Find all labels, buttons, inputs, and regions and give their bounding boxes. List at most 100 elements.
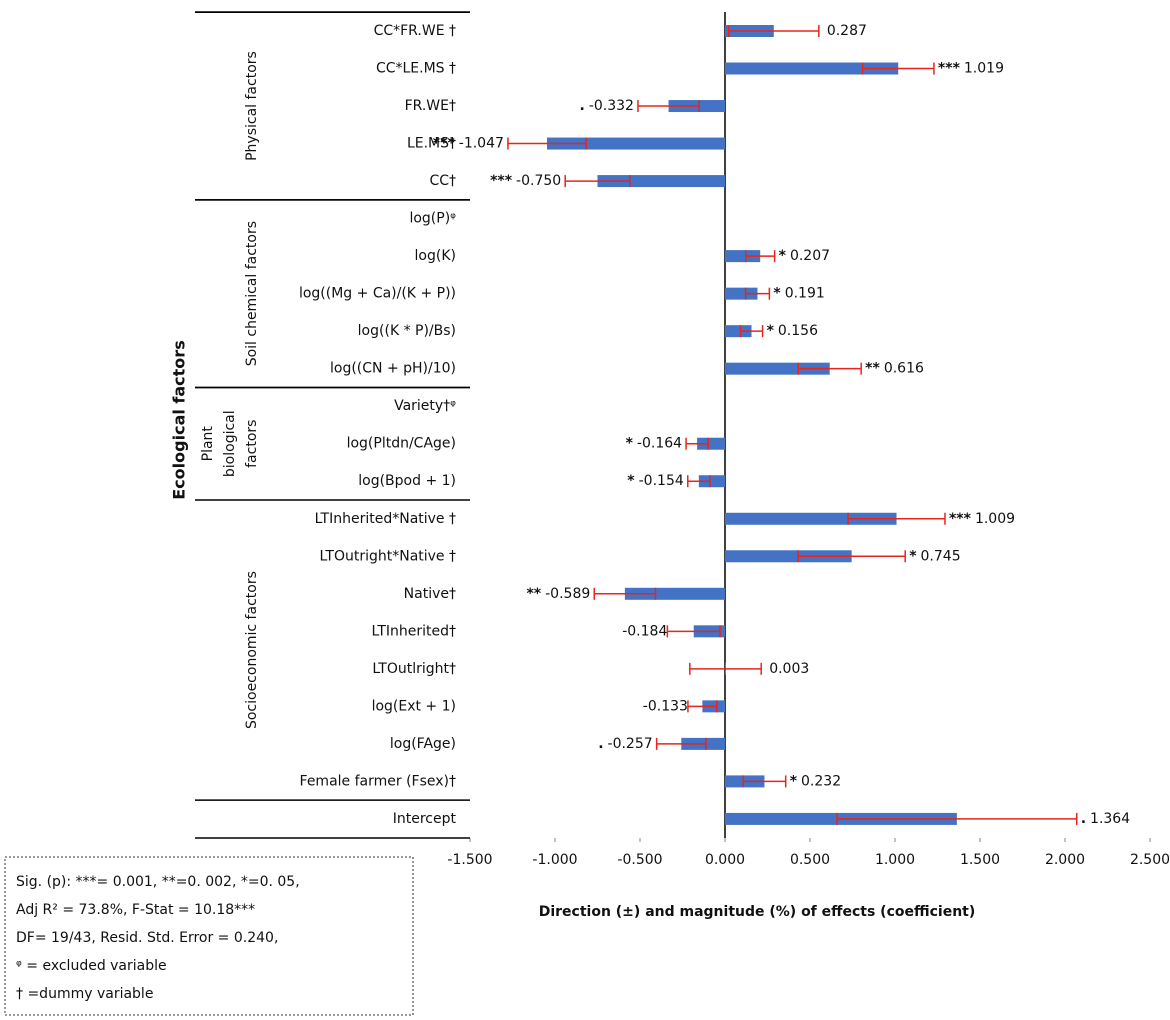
error-bar — [744, 287, 771, 300]
x-tick-label: 1.000 — [875, 852, 915, 868]
value-label: *** 1.009 — [949, 511, 1015, 527]
data-label: 1.009 — [975, 511, 1015, 527]
category-label: Native† — [404, 586, 456, 602]
note-line: Adj R² = 73.8%, F-Stat = 10.18*** — [16, 902, 255, 918]
significance: . — [579, 98, 584, 114]
data-label: -0.257 — [608, 736, 653, 752]
note-line: † =dummy variable — [16, 986, 153, 1002]
group-label: biological — [222, 410, 238, 477]
note-box — [4, 856, 414, 1016]
error-bar — [685, 437, 709, 450]
data-label: 0.287 — [827, 23, 867, 39]
data-label: 1.019 — [964, 61, 1004, 77]
bar — [725, 362, 830, 375]
error-bar — [593, 587, 657, 600]
significance: * — [779, 248, 787, 264]
bar — [725, 250, 761, 263]
value-label: -0.133 — [643, 698, 688, 714]
value-label: * 0.745 — [909, 548, 960, 564]
note-line: Sig. (p): ***= 0.001, **=0. 002, *=0. 05… — [16, 874, 300, 890]
value-label: 0.003 — [769, 661, 809, 677]
category-label: Variety†ᵠ — [394, 398, 456, 414]
significance: . — [598, 736, 603, 752]
value-label: *** 1.019 — [938, 61, 1004, 77]
data-label: -0.154 — [639, 473, 684, 489]
value-label: . -0.332 — [579, 98, 633, 114]
category-label: log((CN + pH)/10) — [330, 361, 456, 377]
category-label: LTInherited† — [371, 623, 456, 639]
bar — [624, 587, 725, 600]
error-bar — [507, 137, 587, 150]
significance: * — [767, 323, 775, 339]
note-line: ᵠ = excluded variable — [16, 958, 167, 974]
significance: * — [909, 548, 917, 564]
value-label: * -0.154 — [627, 473, 684, 489]
value-label: . -0.257 — [598, 736, 652, 752]
category-label: log(P)ᵠ — [409, 211, 456, 227]
error-bar — [847, 512, 946, 525]
value-label: * -0.164 — [626, 436, 683, 452]
data-label: -0.184 — [622, 623, 667, 639]
x-tick-label: 2.000 — [1045, 852, 1085, 868]
value-label: . 1.364 — [1081, 811, 1131, 827]
error-bar — [655, 737, 707, 750]
bar — [725, 512, 897, 525]
error-bar — [797, 362, 862, 375]
bar — [698, 475, 725, 488]
value-label: * 0.156 — [767, 323, 819, 339]
error-bar — [689, 662, 762, 675]
value-label: -0.184 — [622, 623, 667, 639]
value-label: ** -0.589 — [526, 586, 590, 602]
significance: *** — [490, 173, 513, 189]
value-label: ** 0.616 — [865, 361, 924, 377]
bar — [725, 550, 852, 563]
category-label: log((Mg + Ca)/(K + P)) — [299, 286, 456, 302]
error-bar — [861, 62, 935, 75]
data-label: -0.133 — [643, 698, 688, 714]
error-bar — [687, 700, 718, 713]
data-label: 0.616 — [884, 361, 924, 377]
x-tick-label: -0.500 — [617, 852, 662, 868]
x-tick-label: -1.500 — [447, 852, 492, 868]
category-label: LTInherited*Native † — [315, 511, 456, 527]
value-label: 0.287 — [827, 23, 867, 39]
error-bar — [687, 475, 711, 488]
y-axis-title: Ecological factors — [170, 340, 189, 499]
significance: * — [773, 286, 781, 302]
note-line: DF= 19/43, Resid. Std. Error = 0.240, — [16, 930, 278, 946]
bar — [725, 62, 899, 75]
category-label: CC*FR.WE † — [374, 23, 456, 39]
category-label: log(Bpod + 1) — [358, 473, 456, 489]
x-tick-label: 2.500 — [1130, 852, 1170, 868]
significance: * — [790, 773, 798, 789]
significance: * — [626, 436, 634, 452]
data-label: 1.364 — [1090, 811, 1130, 827]
error-bar — [564, 175, 631, 188]
x-tick-label: 1.500 — [960, 852, 1000, 868]
error-bar — [666, 625, 721, 638]
category-label: FR.WE† — [405, 98, 456, 114]
data-label: 0.156 — [778, 323, 818, 339]
data-label: -1.047 — [459, 136, 504, 152]
category-label: log(Ext + 1) — [372, 698, 456, 714]
value-label: * 0.207 — [779, 248, 830, 264]
category-label: log((K * P)/Bs) — [358, 323, 456, 339]
x-tick-label: -1.000 — [532, 852, 577, 868]
bar — [697, 437, 725, 450]
error-bar — [744, 250, 776, 263]
value-label: * 0.191 — [773, 286, 824, 302]
category-label: Intercept — [393, 811, 457, 827]
category-label: log(FAge) — [390, 736, 456, 752]
value-label: *** -0.750 — [490, 173, 561, 189]
category-label: LTOutright*Native † — [320, 548, 456, 564]
category-label: Female farmer (Fsex)† — [300, 773, 456, 789]
x-tick-label: 0.000 — [705, 852, 745, 868]
bar — [725, 287, 758, 300]
error-bar — [836, 812, 1078, 825]
bar — [547, 137, 725, 150]
error-bar — [797, 550, 906, 563]
significance: *** — [938, 61, 961, 77]
significance: *** — [949, 511, 972, 527]
error-bar — [739, 325, 764, 338]
